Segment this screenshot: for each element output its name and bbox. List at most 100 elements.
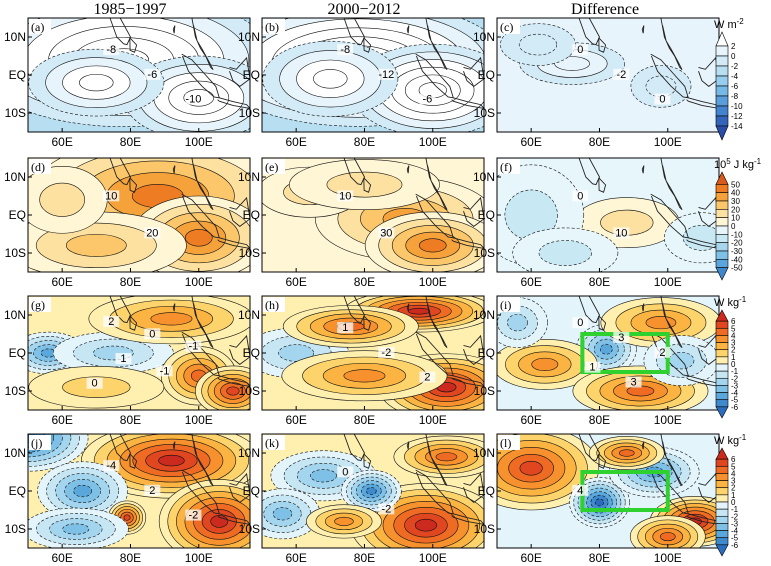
colorbar-tick-label: 2 [731,42,736,51]
colorbar-tick-label: -4 [731,389,739,398]
contour-label: -12 [378,69,394,81]
coastline [129,177,138,193]
contour-label: 10 [615,227,627,239]
contour-line [296,309,406,344]
contour-line [168,80,230,115]
coastline [425,434,448,487]
contour-line [88,296,250,345]
panel-d: (d) 10 20 60E 80E 100E 10N EQ 10S [4,157,251,289]
contour-line [324,512,364,531]
contour-label-bg [613,68,630,80]
contour-label: -2 [381,503,391,515]
colorbar-tick-label: -14 [731,122,743,131]
panel-label-bg [498,19,520,34]
contour-line [599,343,613,355]
x-tick-label: 80E [354,275,375,289]
colorbar-segment [715,458,729,467]
contour-line [226,386,240,396]
contour-label: 2 [659,347,665,359]
panel-label: (c) [500,20,513,34]
contour-line [37,461,129,521]
y-tick-label: EQ [478,68,495,82]
contour-line [73,338,154,368]
contour-line [65,233,127,257]
contour-line [611,446,643,460]
contour-line [193,503,246,540]
panel-label-bg [263,159,285,174]
colorbar-tick-label: 10 [731,214,740,223]
field-blob [278,344,314,362]
contour-line [404,439,484,474]
coastline [343,434,366,462]
contour-label-bg [103,44,120,56]
colorbar-segment [715,242,729,252]
contour-label-bg [378,503,395,515]
coastline [686,237,719,249]
coastline [363,315,372,331]
colorbar-tick-label: 4 [731,469,736,478]
coastline [406,165,410,174]
contour-line [629,515,706,548]
contour-label-bg [144,68,161,80]
colorbar-tick-label: -30 [731,247,743,256]
panel-k: (k) 0 -2 60E 80E 100E 10N EQ 10S [238,433,485,565]
contour-line [93,345,134,361]
colorbar-segment [715,55,729,67]
field-blob [39,183,85,217]
coastline [451,97,484,109]
coastline [463,334,484,365]
y-tick-label: 10S [5,106,26,120]
contour-label-bg [115,353,132,365]
colorbar-segment [715,217,729,227]
contour-line [123,514,131,521]
colorbar-segment [715,45,729,57]
contour-label: -4 [106,460,116,472]
coastline [363,37,372,53]
x-tick-label: 60E [51,413,72,427]
x-tick-label: 100E [185,275,213,289]
contour-line [645,316,677,330]
colorbar-segment [715,250,729,260]
y-tick-label: 10N [4,446,26,460]
contour-label-bg [144,227,161,239]
coastline [229,56,250,87]
panel-label-bg [29,159,51,174]
contour-label: -2 [616,69,626,81]
y-tick-label: 10S [474,384,495,398]
colorbar-segment [715,125,729,141]
coastline [191,296,214,349]
contour-label-bg [613,227,630,239]
contour-line [45,57,148,108]
field-blob [343,369,386,383]
coastline [217,97,250,109]
contour-label-bg [572,484,589,496]
contour-line [262,18,484,118]
coastline [686,375,719,387]
coastline [463,56,484,87]
contour-line [573,480,626,525]
colorbar-tick-label: -6 [731,403,739,412]
y-tick-label: 10S [5,522,26,536]
coastline [217,375,250,387]
colorbar-segment [715,65,729,77]
x-tick-label: 80E [120,551,141,565]
field-shading [497,158,719,272]
y-tick-label: EQ [478,208,495,222]
colorbar-tick-label: -2 [731,62,739,71]
coastline [343,296,366,324]
colorbar-segment [715,377,729,386]
colorbar-tick-label: -10 [731,102,743,111]
column-title-1: 1985−1997 [93,1,166,18]
x-tick-label: 80E [354,135,375,149]
x-tick-label: 100E [185,135,213,149]
coastline [451,513,484,525]
colorbar-tick-label: -3 [731,519,739,528]
colorbar-tick-label: -5 [731,534,739,543]
contour-line [404,512,448,538]
colorbar-tick-label: -6 [731,541,739,550]
coastline [172,165,176,174]
contour-label-bg [419,371,436,383]
colorbar-tick-label: -20 [731,239,743,248]
x-tick-label: 60E [520,135,541,149]
x-tick-label: 60E [520,413,541,427]
